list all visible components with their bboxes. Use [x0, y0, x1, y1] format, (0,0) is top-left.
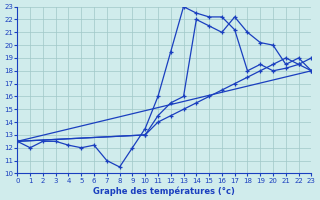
- X-axis label: Graphe des températures (°c): Graphe des températures (°c): [93, 186, 235, 196]
